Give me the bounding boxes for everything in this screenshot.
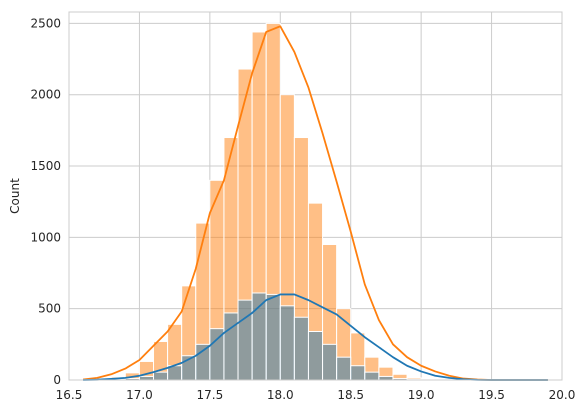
histogram-bar xyxy=(223,312,239,381)
kde-curves xyxy=(82,25,548,381)
x-tick-label: 18.5 xyxy=(337,388,364,402)
histogram-bar xyxy=(237,299,253,381)
histogram-bar xyxy=(307,331,324,381)
x-tick-label: 19.5 xyxy=(478,388,505,402)
kde-line xyxy=(82,25,548,381)
y-tick-label: 0 xyxy=(53,373,61,387)
x-tick-labels: 16.5 17.0 17.5 18.0 18.5 19.0 19.5 20.0 xyxy=(56,388,576,402)
x-tick-label: 20.0 xyxy=(549,388,576,402)
histogram-bar xyxy=(279,305,295,381)
histogram-bar xyxy=(350,365,366,381)
histogram-bar xyxy=(336,356,352,381)
y-axis-label: Count xyxy=(8,178,22,214)
histogram-bar xyxy=(209,328,225,381)
histogram-bar xyxy=(153,371,169,381)
histogram-bar xyxy=(265,293,281,381)
x-tick-label: 17.0 xyxy=(126,388,153,402)
y-tick-label: 2500 xyxy=(30,16,61,30)
y-tick-label: 500 xyxy=(38,302,61,316)
y-tick-labels: 0 500 1000 1500 2000 2500 xyxy=(30,16,61,387)
histogram-bar xyxy=(138,375,155,381)
x-tick-label: 19.0 xyxy=(408,388,435,402)
y-tick-label: 1000 xyxy=(30,230,61,244)
histogram-bar xyxy=(378,375,394,381)
histogram-bar xyxy=(364,371,380,381)
x-tick-label: 16.5 xyxy=(56,388,83,402)
x-tick-label: 17.5 xyxy=(196,388,223,402)
plot-frame xyxy=(68,11,563,381)
y-tick-label: 2000 xyxy=(30,88,61,102)
x-tick-label: 18.0 xyxy=(267,388,294,402)
histogram-bar xyxy=(293,316,309,381)
histogram-bar xyxy=(322,343,338,381)
y-tick-label: 1500 xyxy=(30,159,61,173)
kde-line xyxy=(83,293,548,381)
